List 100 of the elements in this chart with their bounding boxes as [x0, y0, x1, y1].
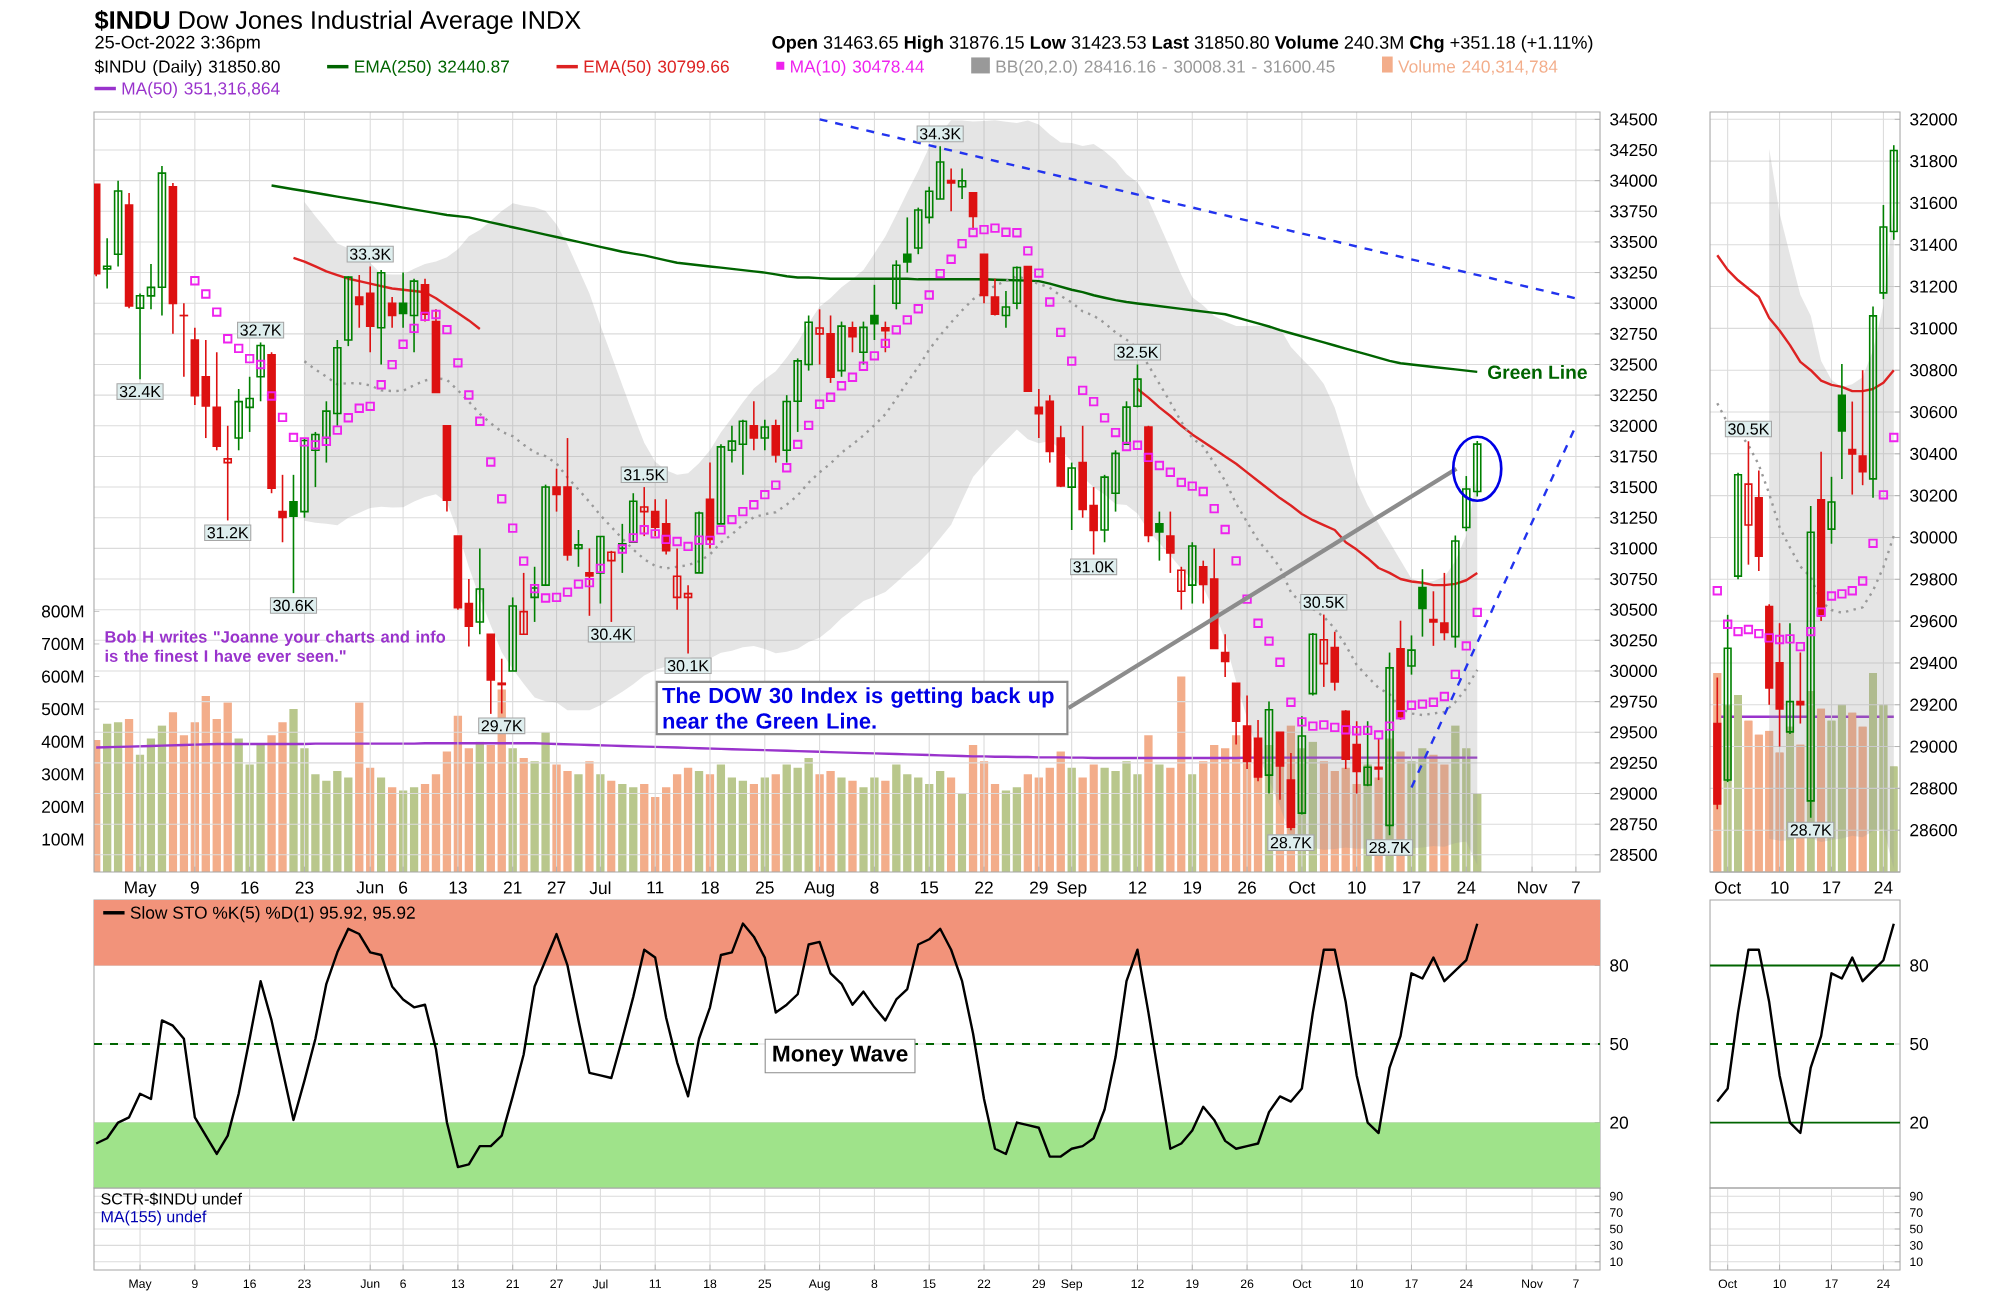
- y-tick-label: 29250: [1610, 756, 1657, 770]
- x-tick-label: Nov: [1518, 881, 1548, 894]
- text: 28.7K: [1369, 841, 1411, 854]
- y-tick-label: 30500: [1610, 603, 1657, 616]
- y-tick-label: 30400: [1910, 447, 1957, 460]
- text: 32.5K: [1117, 346, 1159, 358]
- x-tick-label: 7: [1571, 881, 1580, 894]
- y-tick-label: 32250: [1610, 389, 1657, 402]
- y-tick-label: 29000: [1910, 740, 1957, 753]
- text: 32.4K: [119, 385, 161, 398]
- y-tick-label: 20: [1910, 1116, 1929, 1129]
- chart-subtitle: 25-Oct-2022 3:36pm: [95, 35, 260, 53]
- x-tick-label: 17: [1403, 881, 1421, 894]
- y-tick-label: 32750: [1610, 327, 1657, 340]
- y-tick-label: 28600: [1910, 824, 1957, 837]
- x-tick-label: 18: [701, 881, 719, 894]
- x-tick-label: May: [125, 881, 157, 897]
- y-tick-label: 29800: [1910, 573, 1957, 586]
- x-tick-label: 27: [547, 881, 566, 894]
- y-tick-label: 32000: [1910, 113, 1957, 126]
- text: Open 31463.65 High 31876.15 Low 31423.53 Last 31850.80 Volume 240.3M Chg +351.18 (+1.11%): [772, 35, 1593, 53]
- text: 28.7K: [1270, 836, 1312, 849]
- x-tick-label: Oct: [1715, 881, 1742, 894]
- y2-tick-label: 400M: [41, 735, 84, 748]
- legend-label: BB(20,2.0) 28416.16 - 30008.31 - 31600.45: [996, 59, 1335, 77]
- y-tick-label: 34500: [1610, 113, 1657, 126]
- x-tick-label: 22: [975, 881, 993, 894]
- annotation: SCTR-$INDU undef: [101, 1192, 242, 1206]
- x-tick-label: 10: [1771, 881, 1789, 894]
- y-tick-label: 30250: [1610, 634, 1657, 647]
- y-tick-label: 33000: [1610, 297, 1657, 310]
- x-tick-label: Jun: [356, 881, 384, 894]
- text: 31.2K: [207, 527, 249, 539]
- x-tick-label: 12: [1129, 881, 1147, 894]
- legend-label: Volume 240,314,784: [1398, 59, 1558, 75]
- x-tick-label: 6: [399, 881, 408, 894]
- x-tick-label: 10: [1348, 881, 1366, 894]
- x-tick-label: 23: [295, 881, 314, 894]
- legend-label: EMA(50) 30799.66: [584, 59, 729, 77]
- y-tick-label: 33750: [1610, 205, 1657, 218]
- y2-tick-label: 200M: [42, 800, 84, 813]
- legend-label: Slow STO %K(5) %D(1) 95.92, 95.92: [130, 906, 415, 923]
- x-tick-label: 13: [449, 881, 467, 894]
- y-tick-label: 80: [1610, 959, 1629, 972]
- y-tick-label: 29600: [1910, 614, 1957, 628]
- text: 33.3K: [349, 248, 391, 260]
- y-tick-label: 80: [1910, 959, 1929, 972]
- x-tick-label: Jul: [589, 881, 611, 895]
- y-tick-label: 29400: [1910, 656, 1957, 670]
- chart-title: $INDU Dow Jones Industrial Average INDX: [94, 9, 581, 35]
- y2-tick-label: 100M: [42, 833, 84, 846]
- y-tick-label: 29750: [1610, 695, 1657, 708]
- x-tick-label: Oct: [1289, 881, 1316, 894]
- y-tick-label: 28800: [1910, 782, 1957, 795]
- y-tick-label: 28750: [1610, 818, 1657, 831]
- y-tick-label: 30200: [1910, 489, 1957, 502]
- text: 30.4K: [591, 628, 633, 640]
- x-tick-label: 21: [503, 881, 522, 894]
- text: 31.5K: [623, 469, 665, 481]
- y-tick-label: 32000: [1610, 419, 1657, 432]
- text: 30.6K: [273, 599, 315, 612]
- text: 34.3K: [919, 128, 961, 140]
- text: 29.7K: [481, 720, 523, 732]
- x-tick-label: 15: [920, 881, 939, 894]
- y-tick-label: 31250: [1610, 511, 1657, 524]
- y-tick-label: 30000: [1610, 664, 1657, 678]
- legend-label: MA(50) 351,316,864: [122, 81, 280, 98]
- x-tick-label: 17: [1823, 881, 1841, 894]
- x-tick-label: 19: [1183, 881, 1202, 894]
- legend-title: $INDU (Daily) 31850.80: [94, 59, 280, 77]
- y-tick-label: 34000: [1610, 174, 1657, 187]
- legend-label: MA(10) 30478.44: [791, 59, 924, 77]
- y-tick-label: 31500: [1610, 480, 1657, 494]
- annotation: The DOW 30 Index is getting back up near the Green Line.: [662, 687, 1054, 729]
- y-tick-label: 31750: [1610, 450, 1657, 463]
- y-tick-label: 31800: [1910, 155, 1957, 168]
- y2-tick-label: 800M: [41, 605, 84, 618]
- text: 31.0K: [1073, 561, 1115, 573]
- y-tick-label: 20: [1610, 1116, 1629, 1129]
- y-tick-label: 33250: [1610, 266, 1657, 279]
- x-tick-label: 16: [241, 881, 259, 894]
- y-tick-label: 28500: [1610, 848, 1657, 861]
- text: 30.1K: [667, 660, 709, 672]
- y2-tick-label: 500M: [41, 702, 84, 716]
- y-tick-label: 50: [1910, 1037, 1929, 1051]
- annotation: MA(155) undef: [101, 1210, 207, 1226]
- annotation: Bob H writes "Joanne your charts and info is the finest I have ever seen.": [105, 630, 446, 662]
- x-tick-label: 11: [647, 881, 664, 894]
- y2-tick-label: 600M: [42, 670, 84, 683]
- y-tick-label: 29200: [1910, 698, 1957, 711]
- x-tick-label: Aug: [804, 881, 834, 897]
- y-tick-label: 29500: [1610, 726, 1657, 739]
- x-tick-label: Sep: [1057, 881, 1087, 898]
- x-tick-label: 8: [870, 881, 879, 894]
- text: 30.5K: [1728, 423, 1770, 435]
- y-tick-label: 31000: [1610, 542, 1657, 555]
- y-tick-label: 30750: [1610, 572, 1657, 586]
- y2-tick-label: 300M: [41, 768, 84, 781]
- y-tick-label: 30600: [1910, 405, 1957, 419]
- y-tick-label: 29000: [1610, 787, 1657, 800]
